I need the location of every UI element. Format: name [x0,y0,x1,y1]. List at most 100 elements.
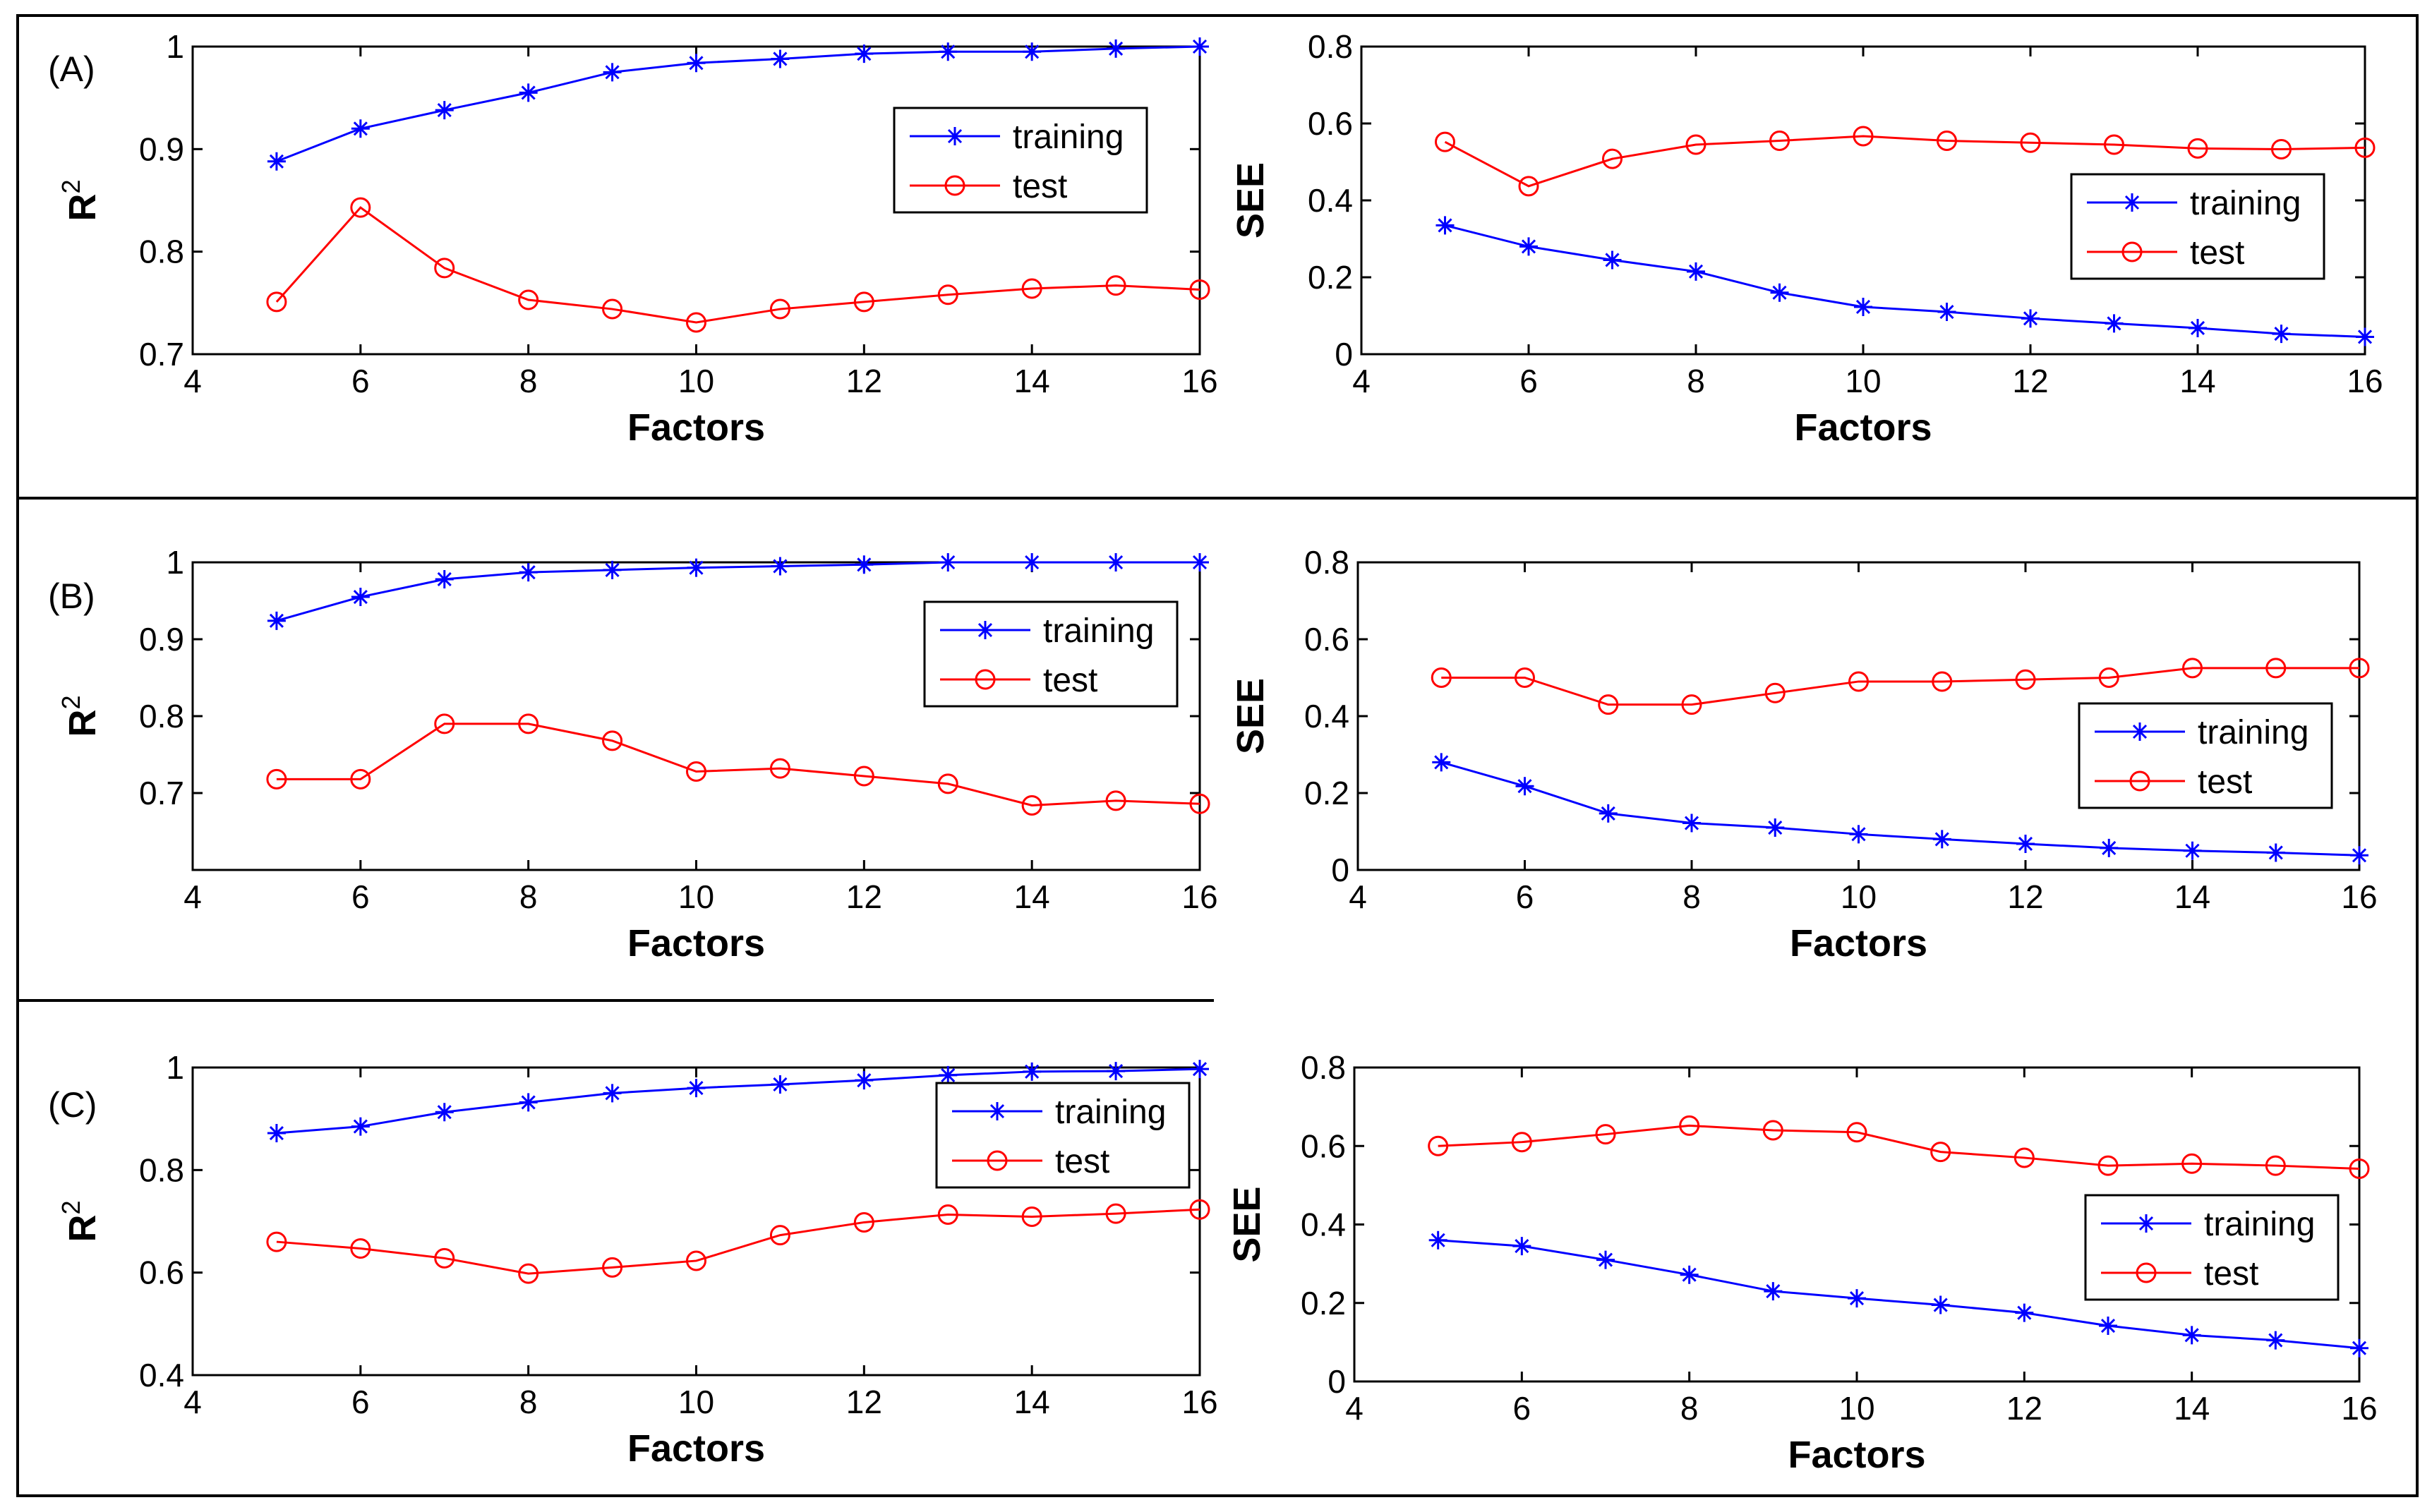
data-point-training [1932,830,1951,849]
y-tick-label: 0.6 [1304,621,1349,658]
y-tick-label: 0.4 [1304,698,1349,734]
x-tick-label: 14 [2174,1390,2210,1427]
x-tick-label: 10 [1838,1390,1874,1427]
data-point-test [686,1250,706,1271]
series-line-test [1444,135,2366,188]
data-point-test [1598,694,1619,715]
x-tick-label: 6 [351,1384,370,1420]
data-point-test [2182,658,2203,679]
legend-box [923,600,1179,708]
data-point-training [603,1084,622,1103]
data-point-test [1515,667,1535,688]
y-tick-label: 0.2 [1301,1285,1346,1322]
x-tick-label: 10 [678,1384,714,1420]
data-point-test [1764,682,1786,703]
data-point-training [771,557,790,576]
x-tick-label: 8 [1680,1390,1699,1427]
data-point-training [1603,250,1622,270]
data-point-training [1107,1062,1126,1081]
panel-label-a: (A) [48,49,95,89]
series-line-test [1441,667,2359,706]
legend-box [893,107,1148,214]
y-tick-label: 0 [1328,1363,1346,1400]
data-point-test [1021,278,1042,299]
data-point-test [266,1231,287,1252]
data-point-training [1766,818,1785,837]
data-point-test [602,1257,623,1278]
data-point-training [1432,753,1451,772]
y-tick-label: 0 [1335,336,1353,373]
data-point-training [435,101,454,120]
data-point-test [1021,794,1042,816]
legend-box [2078,702,2333,809]
data-point-test [1518,176,1539,197]
data-point-training [1107,39,1126,58]
data-point-test [1853,126,1874,147]
data-point-training [1687,262,1705,281]
chart-a-see: 4 6 8 10 12 14 16 0 0.2 0.4 0.6 0.8 Factors SEE traini… [1229,28,2383,449]
data-point-test [1189,1199,1210,1220]
data-point-training [2350,846,2368,865]
legend-marker-training [988,1102,1006,1120]
series-line-training [1440,761,2360,857]
panel-label-c: (C) [48,1085,97,1125]
data-point-training [855,1071,874,1090]
data-point-training [2189,318,2207,337]
series-line-test [275,206,1200,324]
data-point-training [1023,553,1042,571]
data-point-test [1105,790,1126,811]
x-tick-label: 12 [846,1384,882,1420]
data-point-test [853,291,874,313]
data-point-training [1596,1250,1615,1269]
data-point-test [1435,131,1455,152]
data-point-training [939,42,958,61]
data-point-training [1599,804,1618,823]
data-point-training [603,560,622,579]
y-tick-label: 1 [166,1049,184,1086]
data-point-test [266,291,287,313]
data-point-training [435,569,454,588]
series-line-training [276,561,1200,622]
x-tick-label: 4 [183,878,202,915]
x-axis-title: Factors [627,406,765,449]
data-point-training [1931,1295,1950,1314]
data-point-test [1428,1135,1449,1156]
y-axis-title-base: R [61,194,104,222]
data-point-test [686,312,706,333]
x-tick-label: 6 [351,363,370,399]
data-point-test [937,1204,958,1226]
data-point-training [1937,303,1956,322]
data-point-training [939,553,958,571]
data-point-training [2099,1317,2117,1336]
legend-marker-test [2136,1262,2157,1283]
x-tick-label: 12 [846,363,882,399]
x-tick-label: 4 [1352,363,1371,399]
series-line-test [276,722,1200,806]
x-tick-label: 8 [1682,878,1701,915]
data-point-test [518,289,539,310]
data-point-training [2272,325,2291,344]
y-axis-title-sup: 2 [56,1200,85,1214]
y-tick-label: 0.9 [139,131,184,167]
data-point-test [434,258,455,279]
data-point-training [1191,37,1209,56]
x-tick-label: 6 [1513,1390,1531,1427]
x-tick-label: 8 [519,1384,538,1420]
x-tick-label: 10 [678,878,714,915]
data-point-training [1854,297,1872,316]
data-point-training [1849,825,1868,844]
data-point-test [350,1238,371,1259]
data-point-training [1023,42,1042,61]
x-tick-label: 4 [1349,878,1367,915]
x-axis-title: Factors [1788,1434,1925,1476]
y-tick-label: 1 [166,544,184,581]
data-point-training [1519,237,1538,256]
series-line-test [1438,1124,2360,1171]
data-point-test [1681,694,1702,715]
legend-marker-training [2123,193,2141,212]
data-point-test [2354,137,2376,158]
y-axis-title: SEE [1229,678,1272,754]
legend-marker-test [2129,770,2150,792]
data-point-training [1770,283,1789,302]
